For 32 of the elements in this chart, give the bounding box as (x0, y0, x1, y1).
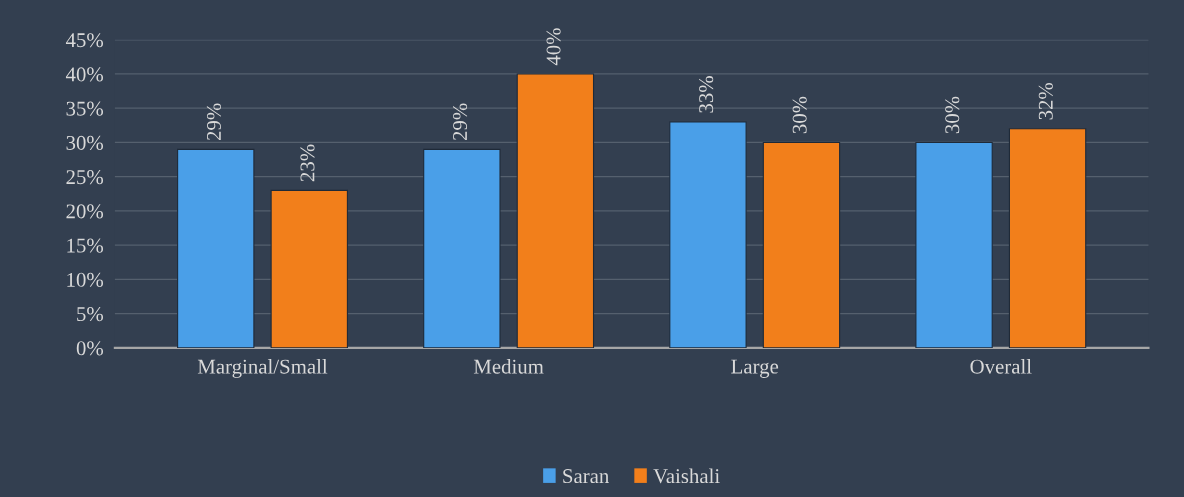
y-tick-label: 40% (65, 67, 104, 82)
y-tick-label: 10% (67, 272, 104, 287)
y-tick-label: 30% (66, 135, 104, 150)
text: 30% (792, 96, 807, 134)
y-tick-label: 45% (65, 33, 104, 48)
bar (915, 141, 993, 348)
text: 29% (206, 103, 222, 141)
legend-label: Saran (563, 469, 610, 484)
text: 33% (699, 76, 714, 113)
x-tick-label: Marginal/Small (197, 359, 328, 378)
text: 32% (1038, 82, 1053, 120)
bar (1008, 128, 1087, 348)
x-tick-label: Large (731, 359, 779, 378)
text: 40% (546, 28, 561, 66)
bar (762, 141, 841, 348)
text: 29% (453, 103, 468, 141)
y-tick-label: 5% (77, 307, 104, 322)
x-tick-label: Medium (473, 359, 544, 374)
bar (177, 148, 255, 348)
x-tick-label: Overall (970, 359, 1032, 374)
y-tick-label: 15% (67, 238, 104, 253)
y-tick-label: 25% (66, 170, 104, 185)
legend-label: Vaishali (653, 468, 720, 484)
text: 23% (300, 144, 315, 182)
bar (423, 148, 501, 348)
bar (270, 189, 348, 348)
bar (669, 121, 747, 348)
bar (516, 73, 595, 348)
text: 30% (945, 96, 960, 134)
y-tick-label: 20% (66, 204, 104, 219)
y-tick-label: 35% (66, 101, 104, 116)
y-tick-label: 0% (76, 341, 104, 356)
